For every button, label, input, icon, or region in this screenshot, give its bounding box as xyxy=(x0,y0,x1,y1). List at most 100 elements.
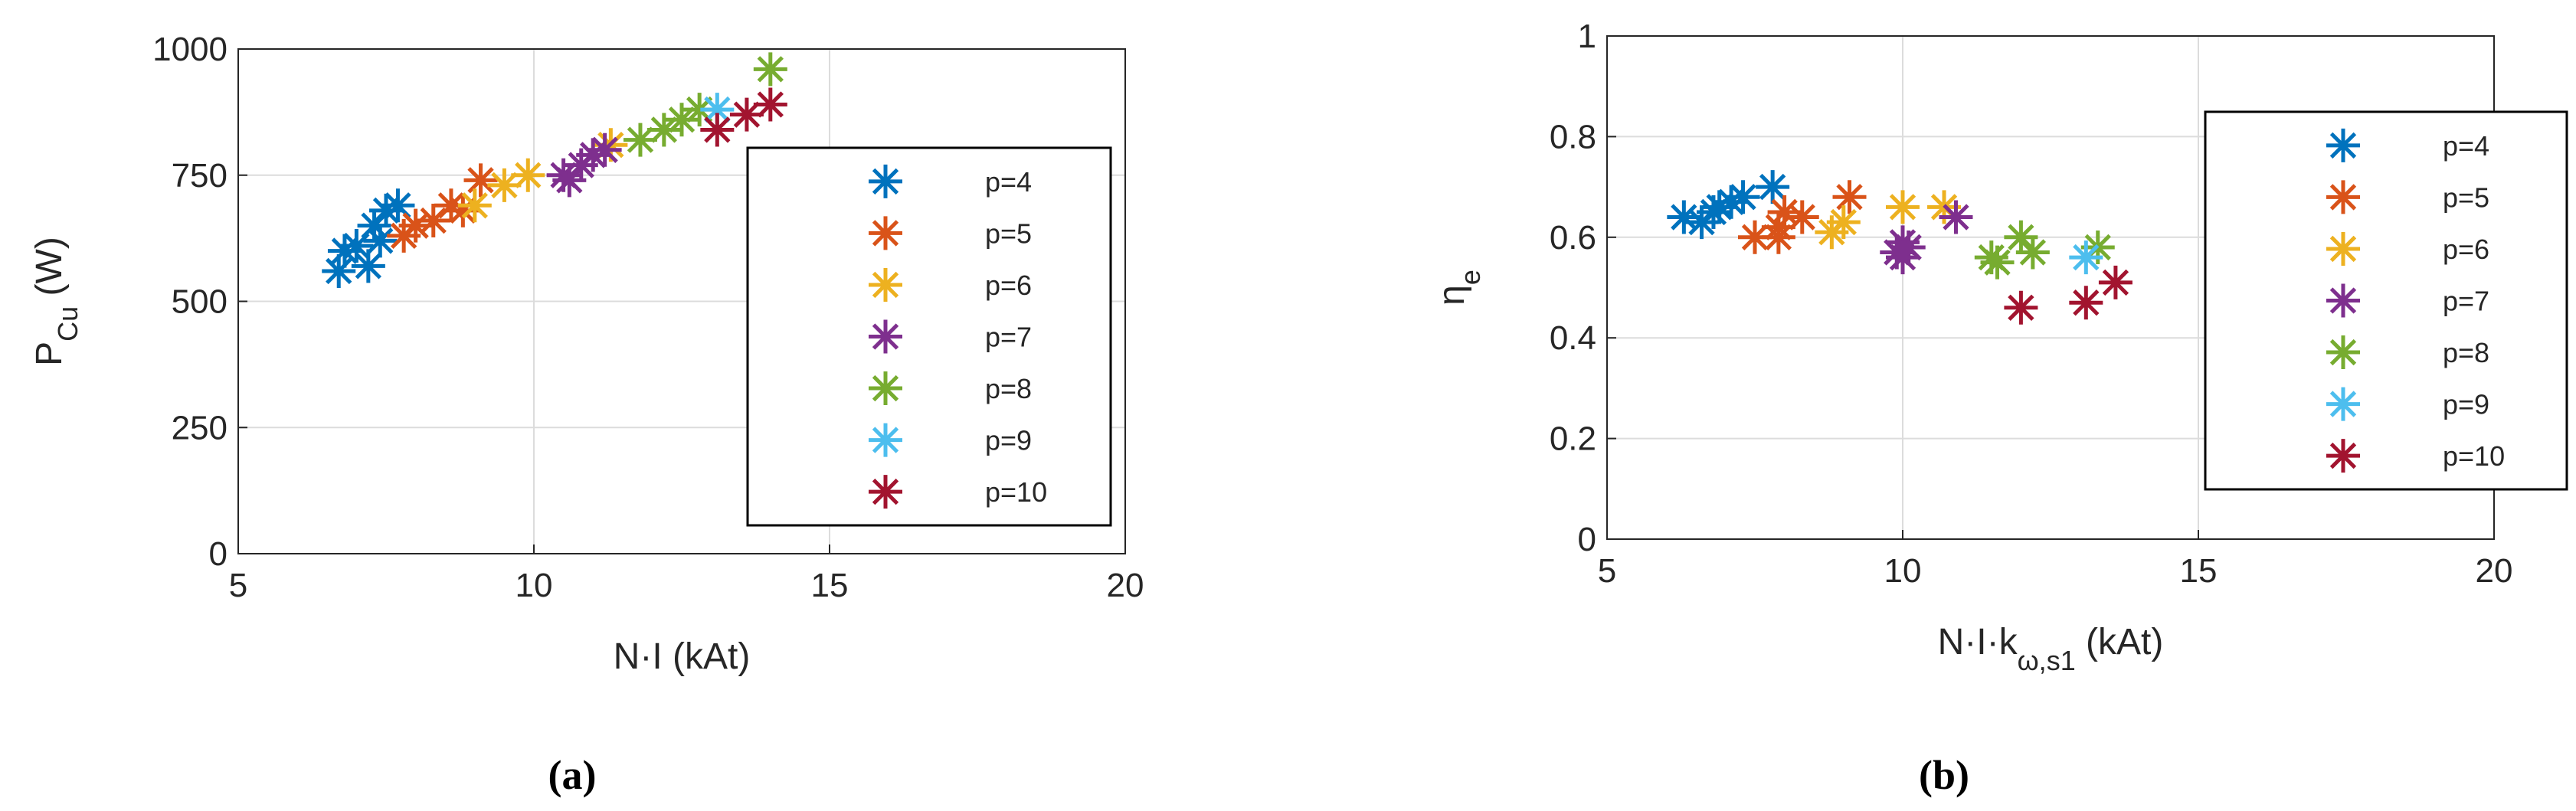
label-subscript: Cu xyxy=(52,306,83,342)
axis-label: N·I (kAt) xyxy=(614,636,751,677)
data-point xyxy=(1886,190,1920,224)
legend-label: p=7 xyxy=(2443,286,2489,317)
data-point xyxy=(1886,240,1920,275)
data-point xyxy=(1761,220,1795,254)
data-point xyxy=(457,188,492,223)
x-tick-label: 20 xyxy=(1107,567,1144,604)
y-tick-label: 1 xyxy=(1578,18,1596,55)
legend-marker xyxy=(2326,439,2360,473)
data-point xyxy=(552,163,587,198)
x-tick-label: 15 xyxy=(2180,552,2218,590)
data-point xyxy=(1667,200,1701,234)
legend-label: p=6 xyxy=(985,270,1032,301)
data-point xyxy=(1826,205,1861,240)
legend-marker xyxy=(2326,335,2360,370)
legend-marker xyxy=(869,164,902,198)
data-point xyxy=(1785,200,1819,234)
data-point xyxy=(2098,265,2132,299)
legend-marker xyxy=(2326,387,2360,421)
legend-box xyxy=(746,146,1112,527)
x-tick-label: 15 xyxy=(811,567,849,604)
data-point xyxy=(646,113,681,147)
data-point xyxy=(511,158,545,192)
legend-marker xyxy=(2326,231,2360,266)
label-suffix: (W) xyxy=(29,237,70,306)
x-tick-label: 10 xyxy=(1884,552,1922,590)
data-point xyxy=(381,188,415,223)
y-tick-label: 1000 xyxy=(152,31,227,68)
legend-label: p=9 xyxy=(985,425,1032,456)
data-point xyxy=(753,52,787,87)
label-suffix: (kAt) xyxy=(2076,622,2164,662)
x-tick-label: 5 xyxy=(229,567,247,604)
legend-label: p=9 xyxy=(2443,389,2489,420)
label-text: N·I (kAt) xyxy=(614,636,751,677)
data-point xyxy=(2004,220,2038,254)
x-tick-label: 20 xyxy=(2476,552,2513,590)
legend-box xyxy=(2204,110,2568,491)
data-point xyxy=(446,193,480,227)
data-point xyxy=(339,229,374,263)
x-tick-label: 5 xyxy=(1598,552,1616,590)
legend-marker xyxy=(869,216,902,250)
label-subscript: e xyxy=(1455,270,1486,285)
legend-marker xyxy=(2326,283,2360,318)
y-tick-label: 0 xyxy=(209,535,227,573)
data-point xyxy=(463,163,498,198)
data-point xyxy=(1756,170,1790,204)
data-point xyxy=(2069,240,2103,275)
y-tick-label: 250 xyxy=(172,409,227,446)
y-tick-label: 0.8 xyxy=(1550,118,1596,155)
legend-marker xyxy=(2326,180,2360,214)
data-point xyxy=(434,188,468,223)
data-point xyxy=(351,249,385,283)
data-point xyxy=(1891,230,1926,264)
legend-label: p=4 xyxy=(2443,130,2489,162)
data-point xyxy=(1767,195,1802,229)
legend-label: p=10 xyxy=(985,476,1047,508)
legend-marker xyxy=(869,319,902,354)
plot-frame xyxy=(237,48,1126,554)
data-point xyxy=(1832,180,1867,214)
axis-label: ηe xyxy=(1432,270,1486,306)
y-tick-label: 0.2 xyxy=(1550,420,1596,458)
data-point xyxy=(576,138,610,172)
data-point xyxy=(1939,200,1973,234)
y-tick-label: 0.4 xyxy=(1550,319,1596,357)
data-point xyxy=(2069,286,2103,320)
data-point xyxy=(2004,290,2038,325)
data-point xyxy=(1726,180,1760,214)
data-point xyxy=(1738,220,1772,254)
y-tick-label: 500 xyxy=(172,283,227,321)
legend-marker xyxy=(869,267,902,302)
caption: (b) xyxy=(1919,752,1969,798)
data-point xyxy=(665,103,699,137)
legend-marker xyxy=(869,371,902,406)
data-point xyxy=(700,113,735,147)
data-point xyxy=(327,234,362,268)
data-point xyxy=(682,93,717,127)
data-point xyxy=(369,193,403,227)
legend-marker xyxy=(869,423,902,457)
data-point xyxy=(487,168,522,202)
data-point xyxy=(729,97,764,132)
y-tick-label: 0.6 xyxy=(1550,219,1596,257)
data-point xyxy=(753,87,787,122)
data-point xyxy=(2015,235,2050,270)
data-point xyxy=(416,204,450,238)
axis-label: PCu (W) xyxy=(29,237,83,366)
legend-label: p=8 xyxy=(2443,337,2489,368)
legend-label: p=8 xyxy=(985,373,1032,404)
data-point xyxy=(623,123,657,157)
data-point xyxy=(398,208,433,243)
label-text: P xyxy=(29,342,70,366)
data-point xyxy=(1980,245,2015,280)
legend-marker xyxy=(2326,128,2360,162)
caption: (a) xyxy=(548,752,597,798)
legend-marker xyxy=(869,475,902,509)
y-tick-label: 750 xyxy=(172,157,227,195)
data-point xyxy=(357,208,391,243)
data-point xyxy=(700,93,735,127)
